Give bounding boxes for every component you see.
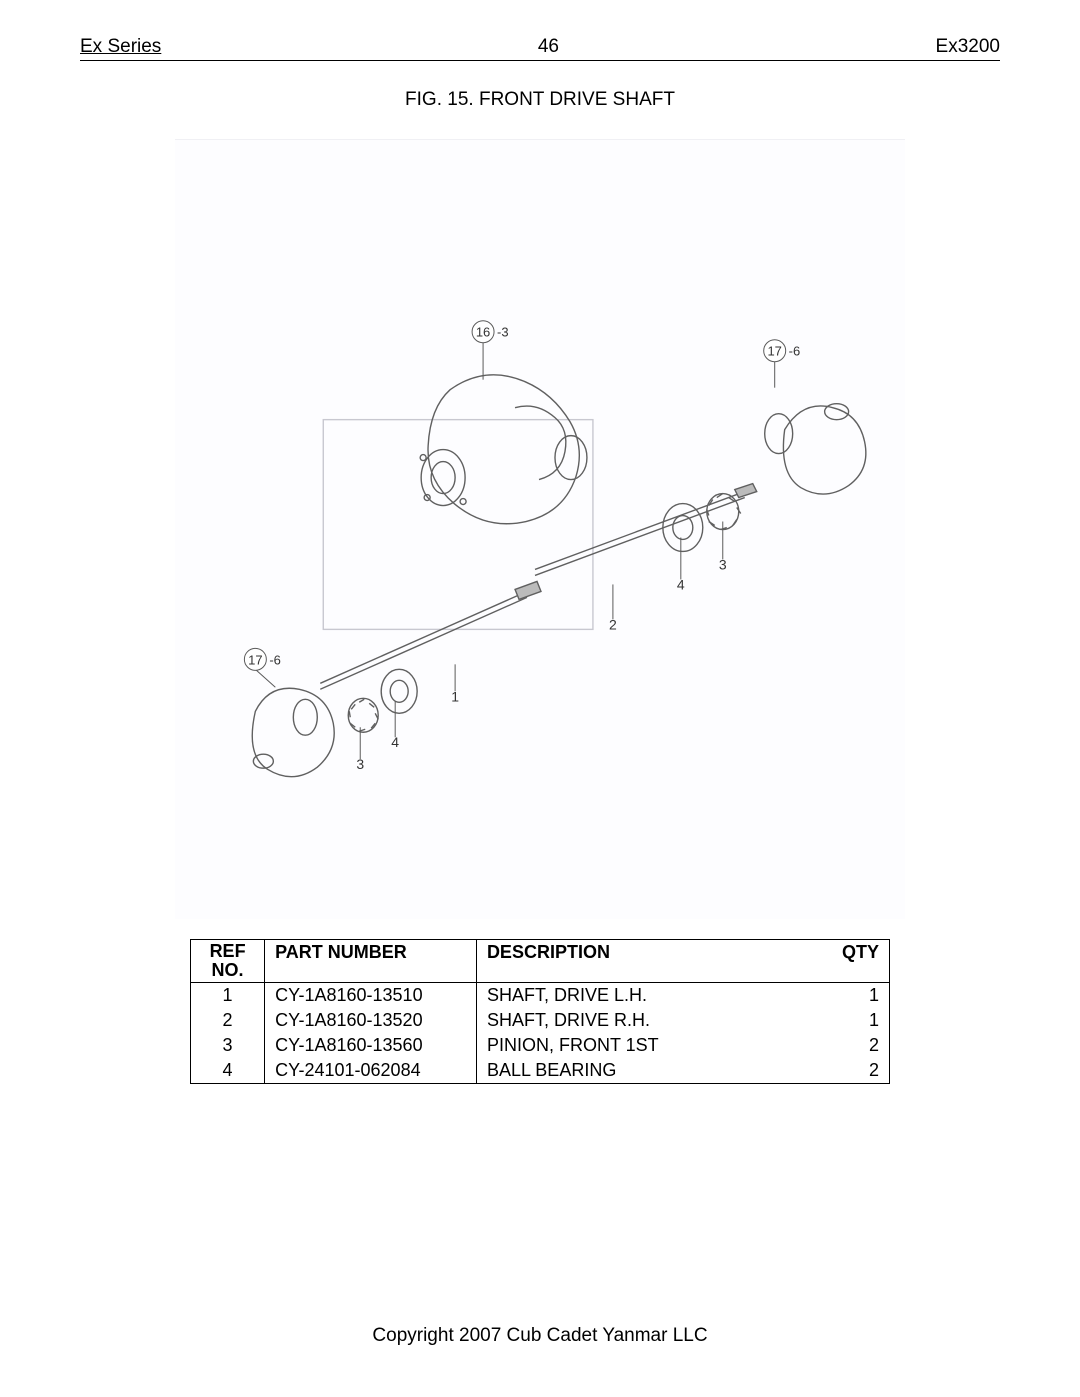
col-header-ref-line2: NO.	[212, 960, 244, 980]
col-header-part: PART NUMBER	[265, 940, 477, 983]
col-header-ref: REF NO.	[191, 940, 265, 983]
figure-title: FIG. 15. FRONT DRIVE SHAFT	[80, 89, 1000, 111]
table-header-row: REF NO. PART NUMBER DESCRIPTION QTY	[191, 940, 890, 983]
svg-text:4: 4	[677, 576, 685, 592]
table-row: 1CY-1A8160-13510SHAFT, DRIVE L.H.1	[191, 982, 890, 1008]
cell-ref: 4	[191, 1058, 265, 1084]
copyright-footer: Copyright 2007 Cub Cadet Yanmar LLC	[0, 1325, 1080, 1347]
svg-text:16: 16	[476, 325, 490, 340]
drive-shaft-diagram-svg: 16 -3 17 -6 17 -6 1 2 3 4 3 4	[175, 140, 905, 919]
table-row: 2CY-1A8160-13520SHAFT, DRIVE R.H.1	[191, 1008, 890, 1033]
col-header-qty: QTY	[805, 940, 890, 983]
svg-text:-6: -6	[789, 344, 801, 359]
svg-text:2: 2	[609, 616, 617, 632]
cell-desc: BALL BEARING	[476, 1058, 804, 1084]
cell-part: CY-24101-062084	[265, 1058, 477, 1084]
cell-desc: SHAFT, DRIVE L.H.	[476, 982, 804, 1008]
col-header-ref-line1: REF	[210, 941, 246, 961]
cell-ref: 2	[191, 1008, 265, 1033]
svg-text:3: 3	[719, 556, 727, 572]
svg-text:17: 17	[248, 652, 262, 667]
header-model: Ex3200	[936, 36, 1000, 58]
cell-qty: 1	[805, 1008, 890, 1033]
exploded-diagram: 16 -3 17 -6 17 -6 1 2 3 4 3 4	[175, 139, 905, 919]
cell-qty: 2	[805, 1058, 890, 1084]
cell-part: CY-1A8160-13520	[265, 1008, 477, 1033]
cell-part: CY-1A8160-13560	[265, 1033, 477, 1058]
col-header-desc: DESCRIPTION	[476, 940, 804, 983]
header-page-number: 46	[538, 36, 559, 58]
cell-ref: 3	[191, 1033, 265, 1058]
header-series: Ex Series	[80, 36, 161, 58]
parts-table: REF NO. PART NUMBER DESCRIPTION QTY 1CY-…	[190, 939, 890, 1084]
svg-text:-6: -6	[269, 652, 281, 667]
cell-desc: PINION, FRONT 1ST	[476, 1033, 804, 1058]
svg-text:17: 17	[767, 344, 781, 359]
page-header: Ex Series 46 Ex3200	[80, 36, 1000, 61]
svg-text:3: 3	[356, 756, 364, 772]
cell-ref: 1	[191, 982, 265, 1008]
svg-text:4: 4	[391, 734, 399, 750]
table-row: 3CY-1A8160-13560PINION, FRONT 1ST2	[191, 1033, 890, 1058]
cell-desc: SHAFT, DRIVE R.H.	[476, 1008, 804, 1033]
svg-text:-3: -3	[497, 325, 509, 340]
cell-qty: 2	[805, 1033, 890, 1058]
svg-text:1: 1	[451, 688, 459, 704]
table-row: 4CY-24101-062084BALL BEARING2	[191, 1058, 890, 1084]
cell-part: CY-1A8160-13510	[265, 982, 477, 1008]
cell-qty: 1	[805, 982, 890, 1008]
